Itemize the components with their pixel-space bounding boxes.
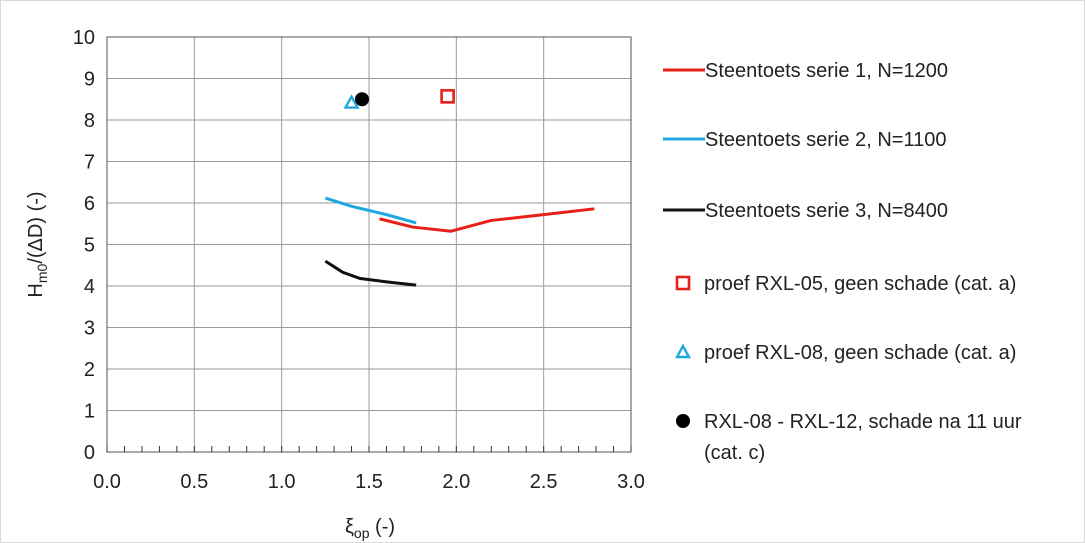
legend-label-4: proef RXL-05, geen schade (cat. a) xyxy=(704,273,1016,295)
y-tick-label: 8 xyxy=(84,110,95,132)
y-tick-label: 1 xyxy=(84,401,95,423)
x-tick-label: 0.0 xyxy=(93,471,121,493)
y-tick-label: 2 xyxy=(84,359,95,381)
x-tick-label: 1.5 xyxy=(355,471,383,493)
y-tick-label: 5 xyxy=(84,235,95,257)
legend-label-6: RXL-08 - RXL-12, schade na 11 uur xyxy=(704,411,1022,433)
series-line-2 xyxy=(324,196,417,225)
y-tick-label: 0 xyxy=(84,442,95,464)
data-point-4 xyxy=(440,89,455,104)
y-tick-label: 6 xyxy=(84,193,95,215)
y-tick-label: 10 xyxy=(73,27,95,49)
y-tick-label: 7 xyxy=(84,152,95,174)
series-line-1 xyxy=(379,207,595,233)
data-point-5 xyxy=(343,94,360,109)
y-axis-label: Hm0/(ΔD) (-) xyxy=(25,191,50,297)
legend-marker-5 xyxy=(674,343,692,359)
x-tick-label: 0.5 xyxy=(180,471,208,493)
y-tick-label: 3 xyxy=(84,318,95,340)
legend-marker-6 xyxy=(676,414,690,428)
series xyxy=(324,89,595,287)
legend-label-5: proef RXL-08, geen schade (cat. a) xyxy=(704,342,1016,364)
legend-marker-4 xyxy=(675,275,691,291)
legend-label-2: Steentoets serie 2, N=1100 xyxy=(705,129,946,151)
data-point-6 xyxy=(355,92,370,107)
axes: 0 1 2 3 4 5 6 7 8 9 10 0.0 0.5 1.0 1.5 2.0 2.5 3.0 ξop (-)… xyxy=(25,27,645,541)
legend-label-3: Steentoets serie 3, N=8400 xyxy=(705,200,948,222)
legend: Steentoets serie 1, N=1200 Steentoets ser… xyxy=(663,60,1022,464)
series-line-3 xyxy=(324,259,417,287)
x-tick-label: 2.5 xyxy=(530,471,558,493)
y-tick-label: 4 xyxy=(84,276,95,298)
x-axis-label: ξop (-) xyxy=(345,516,395,541)
y-tick-label: 9 xyxy=(84,69,95,91)
x-tick-label: 2.0 xyxy=(442,471,470,493)
x-tick-label: 1.0 xyxy=(268,471,296,493)
legend-label-1: Steentoets serie 1, N=1200 xyxy=(705,60,948,82)
x-tick-label: 3.0 xyxy=(617,471,645,493)
legend-label-6: (cat. c) xyxy=(704,442,765,464)
